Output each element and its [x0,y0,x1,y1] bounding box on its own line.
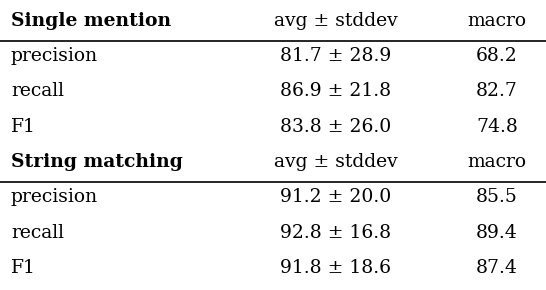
Text: 87.4: 87.4 [476,259,518,277]
Text: recall: recall [11,224,64,242]
Text: 89.4: 89.4 [476,224,518,242]
Text: 83.8 ± 26.0: 83.8 ± 26.0 [280,118,391,136]
Text: precision: precision [11,47,98,65]
Text: String matching: String matching [11,153,183,171]
Text: avg ± stddev: avg ± stddev [274,153,397,171]
Text: Single mention: Single mention [11,12,171,30]
Text: F1: F1 [11,118,36,136]
Text: macro: macro [467,12,526,30]
Text: 81.7 ± 28.9: 81.7 ± 28.9 [280,47,391,65]
Text: 91.8 ± 18.6: 91.8 ± 18.6 [280,259,391,277]
Text: precision: precision [11,188,98,206]
Text: 68.2: 68.2 [476,47,518,65]
Text: 92.8 ± 16.8: 92.8 ± 16.8 [280,224,391,242]
Text: 82.7: 82.7 [476,82,518,100]
Text: 91.2 ± 20.0: 91.2 ± 20.0 [280,188,391,206]
Text: avg ± stddev: avg ± stddev [274,12,397,30]
Text: 85.5: 85.5 [476,188,518,206]
Text: F1: F1 [11,259,36,277]
Text: macro: macro [467,153,526,171]
Text: 74.8: 74.8 [476,118,518,136]
Text: recall: recall [11,82,64,100]
Text: 86.9 ± 21.8: 86.9 ± 21.8 [280,82,391,100]
